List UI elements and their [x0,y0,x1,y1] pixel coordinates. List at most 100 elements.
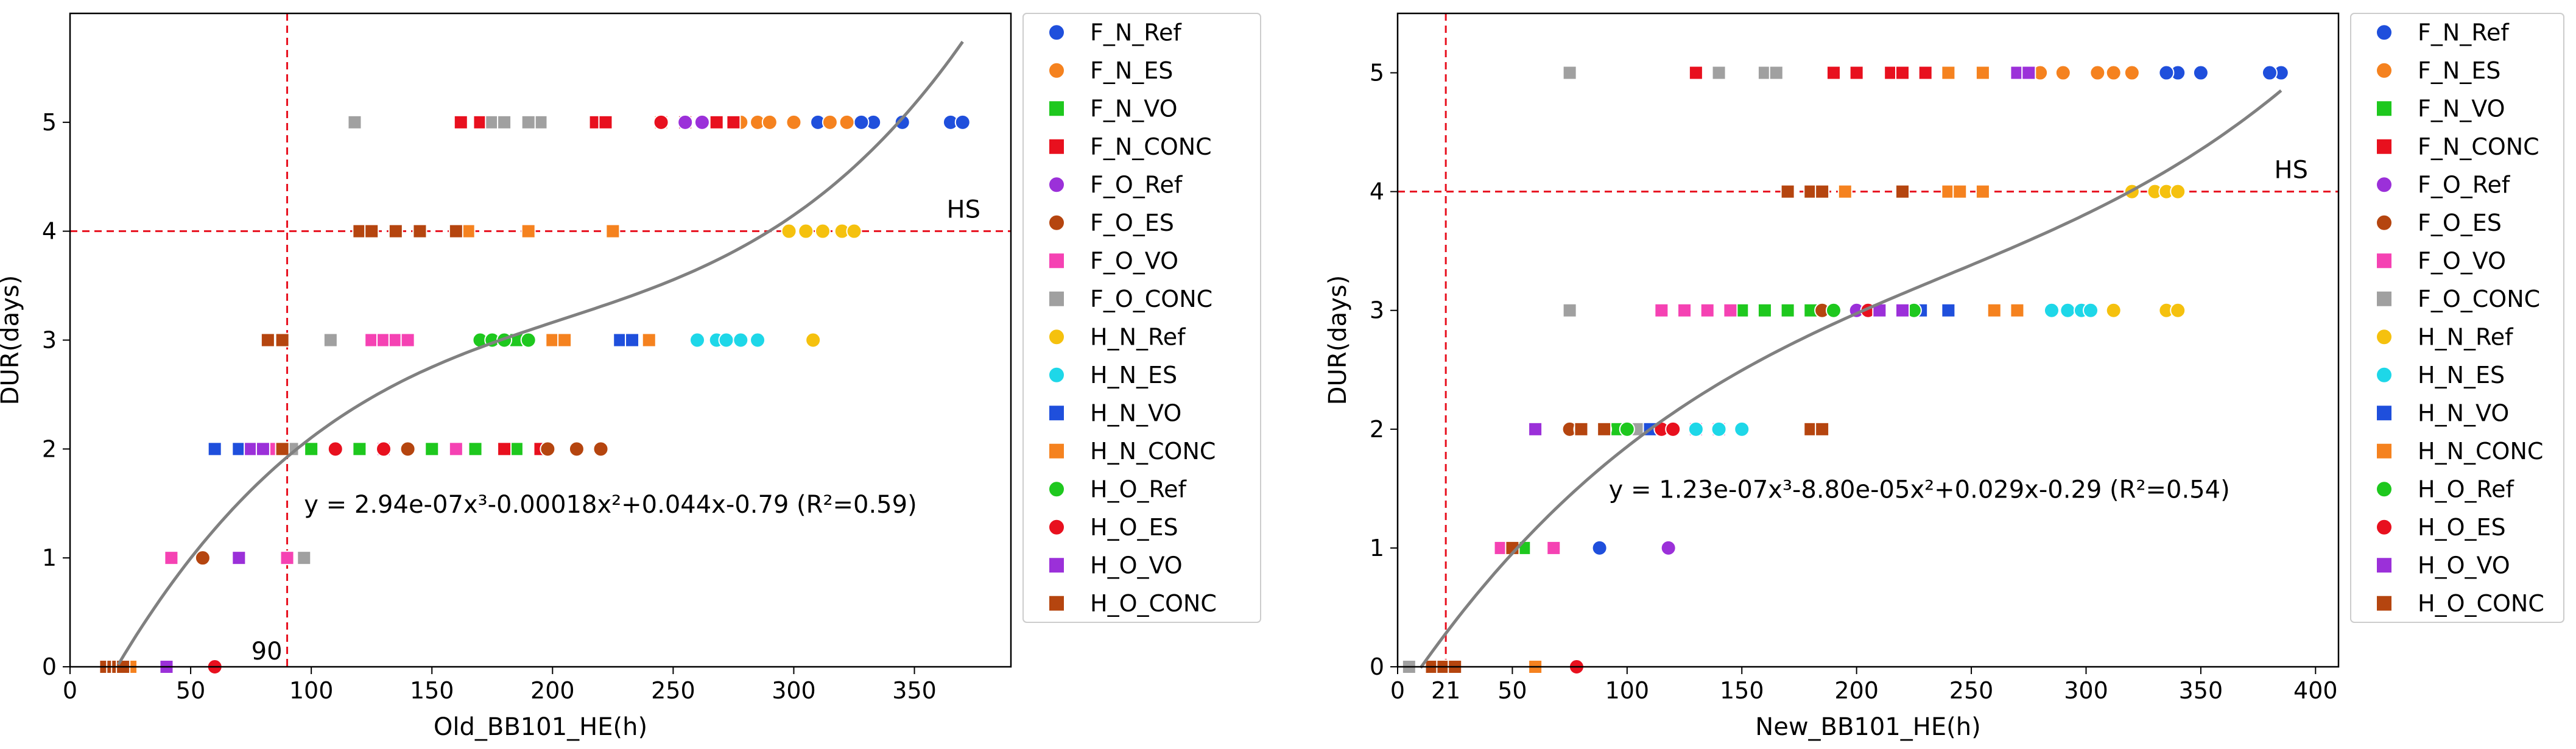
data-point-h-n-es [2060,302,2076,318]
legend-marker [1048,138,1065,155]
data-point-f-n-ref [853,114,870,130]
x-tick-label: 300 [772,677,816,704]
data-point-h-n-ref [2170,183,2186,200]
legend-marker [1048,328,1065,346]
legend-entry-label: H_N_VO [1090,399,1181,426]
data-point-f-o-vo [1700,303,1715,318]
legend-marker [1048,100,1065,118]
data-point-f-n-vo [509,441,524,457]
legend: F_N_Ref F_N_ES F_N_VO F_N_CONC F_O_Ref F_O_ES… [1022,13,1261,623]
legend-entry-label: H_N_CONC [1090,438,1216,465]
data-point-f-n-conc [1895,65,1910,80]
legend-marker [2376,442,2393,460]
data-point-h-o-conc [275,441,290,457]
data-point-f-o-conc [1562,303,1577,318]
data-point-h-o-es [1665,421,1681,437]
hs-label: HS [2275,156,2308,185]
legend-marker [2376,594,2393,612]
data-point-f-o-vo [400,332,415,348]
x-tick-label: 150 [1720,677,1764,704]
data-point-f-o-conc [347,114,362,130]
legend-marker [2376,557,2393,574]
x-tick-label: 400 [2293,677,2338,704]
y-tick-label: 0 [42,653,57,680]
data-point-h-o-ref [1619,421,1635,437]
data-point-f-n-vo [1780,303,1795,318]
data-point-h-o-conc [275,332,290,348]
plot-area-frame [69,12,1012,668]
legend-entry-label: F_O_ES [2418,209,2502,236]
data-point-f-n-es [761,114,778,130]
data-point-f-o-conc [497,114,512,130]
data-point-h-o-conc [388,223,403,239]
data-point-h-o-conc [260,332,275,348]
x-axis-label: Old_BB101_HE(h) [434,713,647,741]
data-point-h-o-conc [1815,184,1830,199]
data-point-h-o-conc [448,223,463,239]
y-tick-label: 0 [1370,653,1384,680]
data-point-f-n-es [2055,65,2071,81]
data-point-f-o-es [568,441,585,457]
data-point-f-n-vo [304,441,319,457]
legend-entry-label: H_O_VO [2418,552,2510,578]
legend-entry-label: H_N_VO [2418,399,2509,426]
legend-entry-label: H_N_ES [1090,362,1177,389]
data-point-f-n-ref [1591,540,1608,556]
data-point-h-n-conc [641,332,656,348]
legend-entry-label: F_O_VO [1090,247,1178,274]
data-point-h-n-es [1734,421,1750,437]
x-tick-label: 50 [1497,677,1527,704]
legend-entry-label: H_N_ES [2418,362,2505,389]
data-point-f-n-es [786,114,802,130]
data-point-f-o-ref [677,114,694,130]
data-point-f-o-vo [1546,540,1561,555]
legend-entry-label: F_N_ES [1090,57,1173,84]
legend-marker [1048,62,1065,79]
x-tick-label: 100 [1605,677,1650,704]
data-point-h-n-ref [805,332,822,348]
data-point-h-o-es [376,441,392,457]
legend-entry-label: F_N_CONC [1090,133,1212,160]
legend-marker [2376,290,2393,308]
data-point-f-n-es [2105,65,2122,81]
fit-curve [1419,89,2282,669]
legend-marker [1048,480,1065,498]
legend-entry-label: F_O_Ref [1090,171,1183,198]
data-point-h-o-conc [352,223,367,239]
legend-marker [2376,328,2393,346]
data-point-h-n-ref [2105,302,2122,318]
data-point-h-n-conc [521,223,536,239]
data-point-h-n-es [718,332,734,348]
data-point-h-n-ref [2170,302,2186,318]
data-point-f-n-conc [1688,65,1703,80]
data-point-f-n-ref [2192,65,2209,81]
x-tick-label: 150 [410,677,454,704]
legend-marker [2376,252,2393,270]
data-point-f-o-vo [364,332,379,348]
data-point-h-n-ref [781,223,797,239]
data-point-f-o-es [540,441,556,457]
legend-marker [1048,290,1065,308]
legend-entry-label: F_O_VO [2418,247,2506,274]
legend-marker [2376,24,2393,41]
data-point-f-o-conc [533,114,548,130]
legend-entry-label: H_O_CONC [2418,590,2544,617]
x-tick-label: 0 [63,677,77,704]
legend-entry-label: H_N_Ref [2418,323,2514,350]
data-point-h-n-conc [1952,184,1968,199]
data-point-f-o-vo [164,550,179,566]
data-point-h-n-vo [613,332,628,348]
legend-entry-label: F_O_CONC [1090,286,1212,312]
x-tick-label: 200 [530,677,575,704]
legend-entry-label: H_O_ES [1090,514,1178,541]
data-point-f-o-conc [1768,65,1784,80]
legend-marker [2376,214,2393,231]
y-tick-label: 1 [1370,535,1384,561]
legend-entry-label: H_O_Ref [1090,476,1188,502]
legend-entry-label: H_O_ES [2418,514,2506,541]
data-point-h-n-ref [846,223,862,239]
data-point-f-n-conc [726,114,741,130]
data-point-f-o-es [593,441,609,457]
data-point-f-n-conc [1918,65,1933,80]
